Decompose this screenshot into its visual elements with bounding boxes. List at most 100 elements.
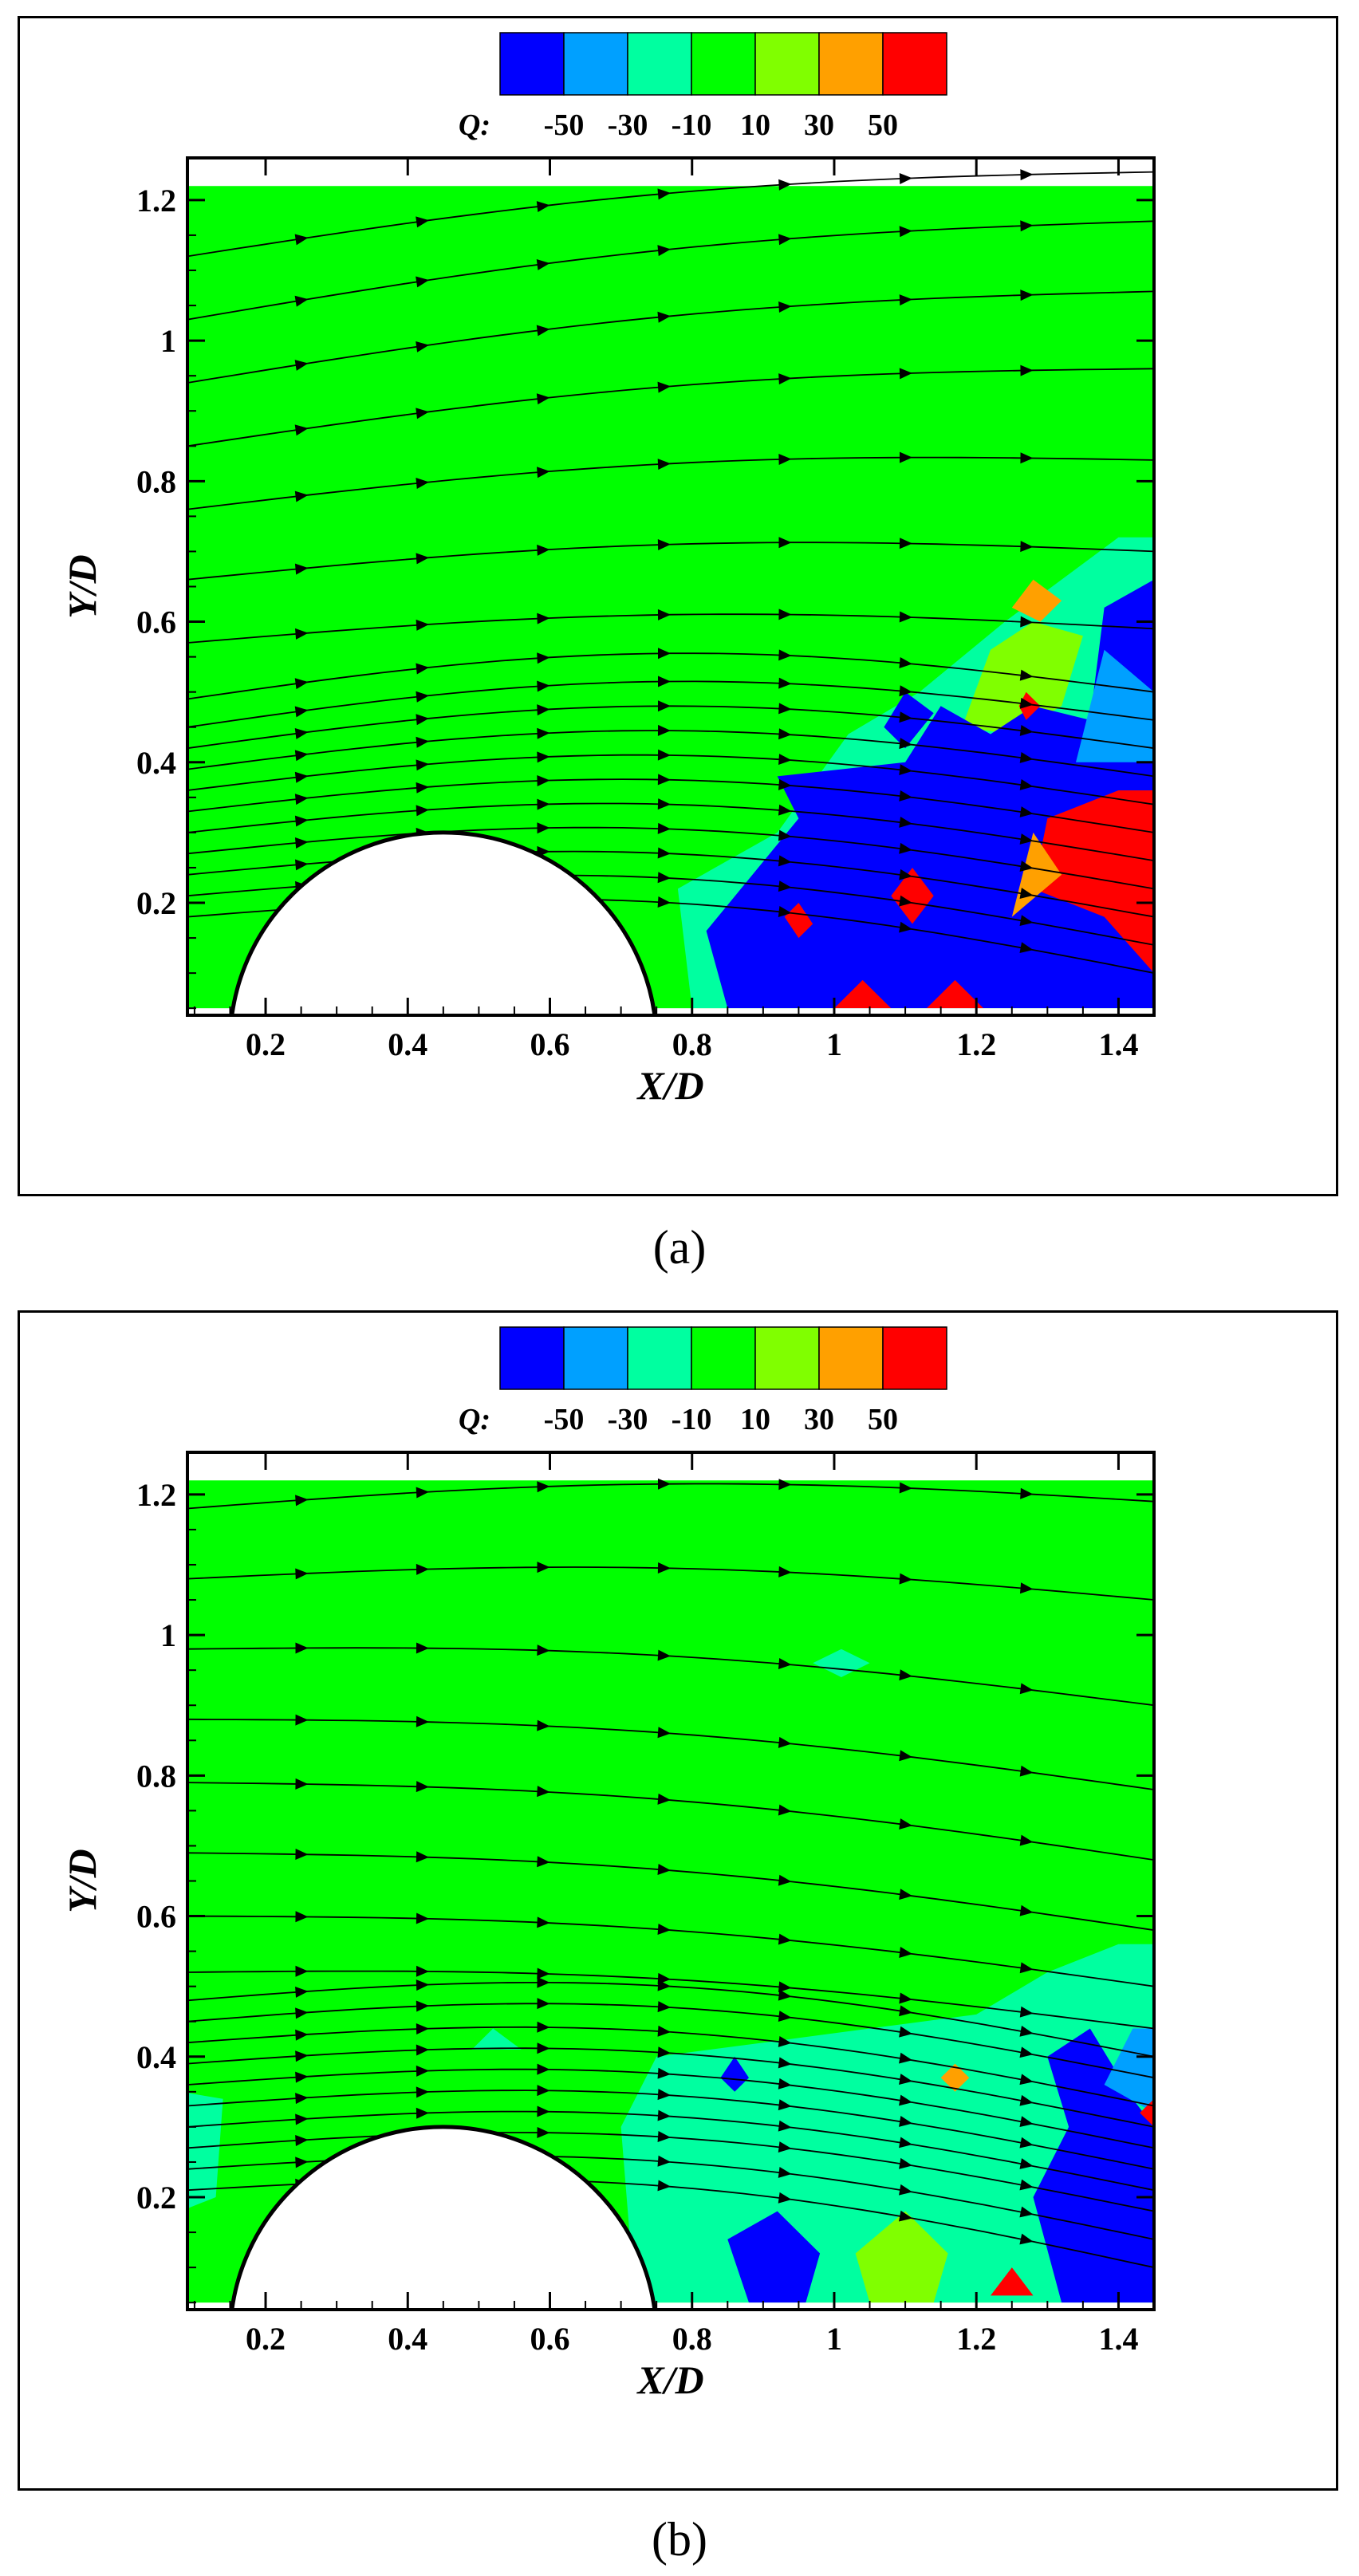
streamline-arrow — [778, 703, 792, 715]
y-axis-label: Y/D — [60, 1849, 104, 1913]
streamline-arrow — [1019, 2179, 1034, 2191]
streamline-arrow — [899, 657, 912, 668]
contour-region — [991, 2267, 1034, 2296]
streamline-arrow — [416, 1642, 429, 1654]
streamline-arrow — [899, 294, 912, 306]
streamline-arrow — [537, 1786, 550, 1798]
streamline-arrow — [778, 1989, 792, 2001]
streamline-arrow — [899, 1992, 912, 2004]
streamline-arrow — [537, 680, 550, 692]
streamline-arrow — [778, 1933, 792, 1945]
legend-level-label: -50 — [544, 108, 585, 142]
legend-level-label: 30 — [804, 1403, 834, 1436]
streamline-arrow — [416, 2065, 429, 2077]
legend-swatch — [818, 1326, 884, 1390]
legend: Q: -50 -30 -10 10 30 50 — [459, 32, 947, 142]
streamline-arrow — [537, 822, 550, 834]
streamline-arrow — [294, 424, 309, 436]
streamline-arrow — [778, 2057, 792, 2069]
streamline-arrow — [778, 855, 792, 867]
streamline-arrow — [295, 2050, 309, 2062]
streamline-arrow — [416, 2107, 429, 2119]
streamline — [187, 2003, 1154, 2079]
x-tick-label: 0.2 — [246, 2321, 286, 2357]
streamline-arrow — [294, 859, 309, 871]
figure-panel-b: Q: -50 -30 -10 10 30 50 0.2 0.4 0.6 0.8 1 1.2 1.4 0.2 0… — [18, 1310, 1338, 2491]
contour-region — [720, 2056, 749, 2092]
streamline-arrow — [536, 201, 550, 213]
streamline-arrow — [416, 736, 429, 748]
streamline-arrow — [778, 1981, 792, 1993]
streamline-arrow — [294, 727, 309, 739]
streamline — [187, 2110, 1154, 2192]
streamline-arrow — [294, 360, 309, 371]
streamline-arrow — [657, 847, 671, 859]
streamline-arrow — [657, 2089, 671, 2101]
contour-region — [1011, 579, 1062, 622]
streamline-arrow — [899, 226, 912, 238]
legend-level-label: 50 — [868, 108, 898, 142]
streamline-arrow — [537, 798, 550, 810]
legend-swatch — [691, 1326, 756, 1390]
streamline-arrow — [537, 774, 550, 786]
contour-region — [813, 1648, 870, 1677]
y-axis-label: Y/D — [60, 554, 104, 619]
streamline-arrow — [537, 1856, 550, 1868]
streamline-arrow — [899, 2005, 912, 2017]
legend-level-label: -30 — [608, 1403, 648, 1436]
streamline-arrow — [416, 1563, 429, 1575]
streamline-arrow — [1019, 2137, 1034, 2149]
streamline-arrow — [657, 1863, 671, 1875]
streamline-arrow — [294, 771, 309, 783]
streamline-arrow — [657, 1649, 671, 1661]
plot-bottom-strip — [187, 2302, 1154, 2310]
legend-level-label: 10 — [740, 108, 770, 142]
streamline-arrow — [416, 759, 429, 771]
y-tick-label: 0.2 — [136, 885, 176, 921]
contour-region — [855, 2211, 948, 2303]
y-tick-label: 0.8 — [136, 1758, 176, 1794]
streamline-arrow — [657, 1727, 671, 1739]
streamline-arrow — [1019, 669, 1034, 681]
legend-level-label: 50 — [868, 1403, 898, 1436]
streamline-arrow — [1020, 541, 1034, 553]
x-tick-label: 1.2 — [956, 1026, 996, 1062]
streamline-arrow — [899, 869, 912, 880]
contour-region — [784, 903, 813, 939]
streamline-arrow — [295, 1642, 309, 1654]
streamline-arrow — [657, 724, 671, 736]
streamline-arrow — [537, 1998, 550, 2010]
y-tick-label: 0.2 — [136, 2180, 176, 2216]
streamline-arrow — [657, 2109, 671, 2121]
contour-region — [891, 868, 934, 924]
streamline-arrow — [899, 790, 912, 802]
streamline-arrow — [1019, 2206, 1034, 2218]
streamline-arrow — [778, 1479, 792, 1491]
x-axis-label: X/D — [636, 1063, 703, 1108]
streamline-arrow — [416, 276, 429, 288]
streamline-arrow — [1019, 2046, 1034, 2058]
streamline-arrow — [537, 1562, 550, 1574]
streamline-arrow — [294, 295, 309, 307]
streamline-arrow — [416, 619, 429, 631]
contour-region — [187, 2093, 223, 2209]
streamline-arrow — [657, 2180, 671, 2192]
streamline-arrow — [295, 1986, 309, 1998]
streamline-arrow — [295, 1778, 309, 1790]
streamline-arrow — [1020, 290, 1034, 301]
streamline-arrow — [778, 2078, 792, 2090]
streamline-arrow — [899, 1573, 912, 1585]
contour-region — [471, 2028, 522, 2050]
streamline-arrow — [294, 678, 309, 690]
streamline-arrow — [294, 706, 309, 718]
contour-region — [1018, 691, 1041, 720]
streamline-arrow — [899, 1818, 912, 1830]
legend-swatch — [818, 32, 884, 96]
legend-level-label: -10 — [672, 1403, 712, 1436]
streamline-arrow — [537, 2105, 550, 2117]
streamline-arrow — [899, 842, 912, 854]
streamline-arrow — [899, 451, 912, 463]
streamline-arrow — [1019, 2158, 1034, 2169]
streamline-arrow — [1020, 169, 1034, 181]
streamline-arrow — [537, 1481, 550, 1493]
